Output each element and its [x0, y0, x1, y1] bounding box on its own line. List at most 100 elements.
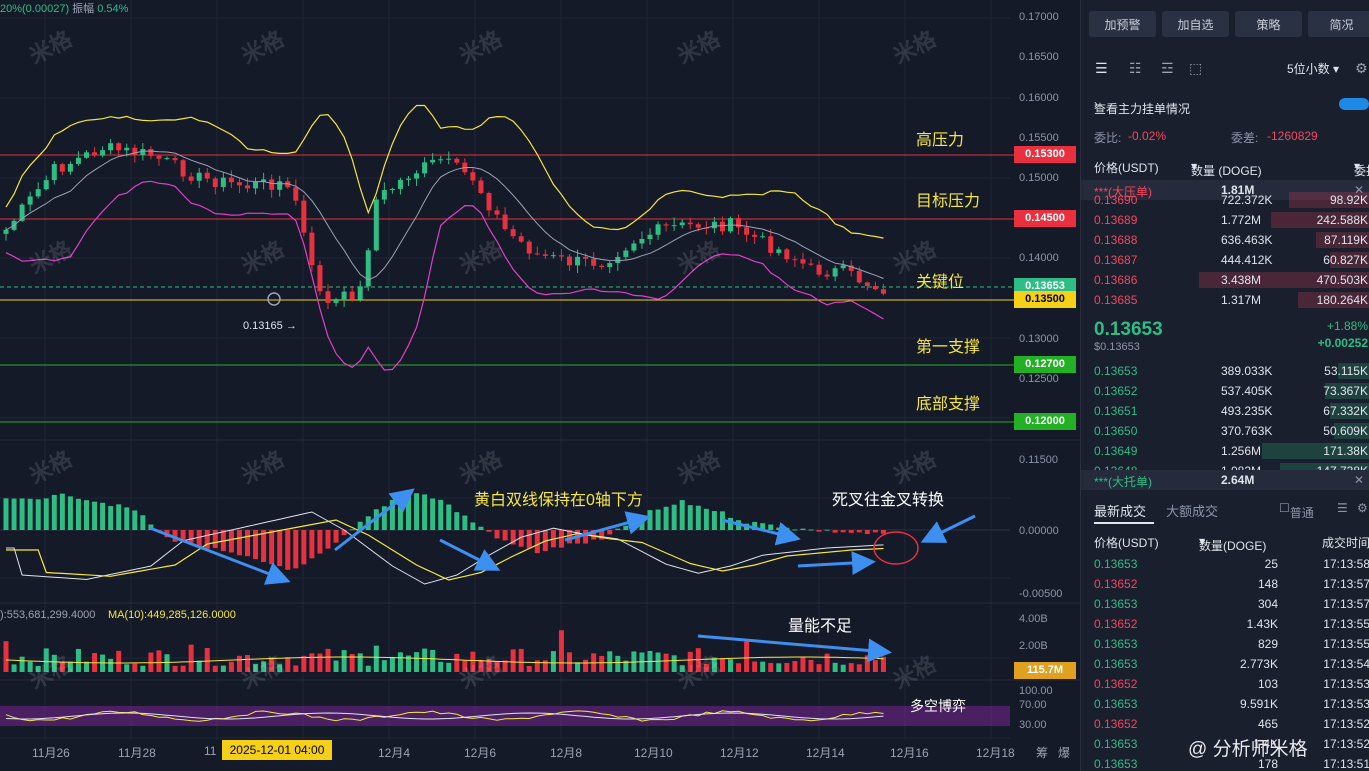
bid-row[interactable]: 0.13653 389.033K 53.115K — [1081, 361, 1369, 381]
volume-bar — [188, 644, 194, 672]
settings-icon[interactable]: ⚙ — [1355, 60, 1368, 76]
tab-latest-trades[interactable]: 最新成交 — [1094, 504, 1147, 519]
candle-body — [655, 224, 661, 235]
macd-histogram-bar — [647, 510, 653, 530]
price-axis-label: 0.16000 — [1019, 92, 1059, 104]
trade-qty: 25 — [1264, 557, 1278, 571]
normal-checkbox[interactable]: ☐ 普通 — [1279, 501, 1314, 520]
volume-bar — [293, 665, 299, 672]
bid-row[interactable]: 0.13650 370.763K 50.609K — [1081, 421, 1369, 441]
ask-row[interactable]: 0.13687 444.412K 60.827K — [1081, 250, 1369, 270]
macd-histogram-bar — [671, 504, 677, 530]
volume-bar — [776, 663, 782, 672]
expand-icon[interactable]: ⬚ — [1189, 60, 1203, 76]
macd-histogram-bar — [108, 506, 114, 530]
volume-bar — [663, 653, 669, 672]
low-mark: 0.13165 → — [243, 320, 297, 332]
candle-body — [333, 299, 339, 303]
bid-row[interactable]: 0.13651 493.235K 67.332K — [1081, 401, 1369, 421]
decimals-value: 5位小数 — [1287, 62, 1330, 76]
price-axis-label: 70.00 — [1019, 699, 1047, 711]
macd-histogram-bar — [824, 529, 830, 531]
macd-histogram-bar — [526, 530, 532, 549]
close-icon[interactable]: ✕ — [1353, 183, 1364, 197]
profile-button[interactable]: 简况 — [1308, 11, 1369, 37]
book-price: 0.13653 — [1094, 364, 1138, 378]
bid-row[interactable]: 0.13652 537.405K 73.367K — [1081, 381, 1369, 401]
candle-body — [172, 158, 178, 161]
volume-bar — [108, 658, 114, 672]
volume-bar — [655, 652, 661, 672]
ask-row[interactable]: 0.13689 1.772M 242.588K — [1081, 210, 1369, 230]
blue-arrow — [564, 511, 651, 542]
strategy-button[interactable]: 策略 — [1235, 11, 1302, 37]
amount-header[interactable]: 委托额 ▾ — [1354, 159, 1369, 178]
decimals-select[interactable]: 5位小数 ▾ — [1287, 62, 1340, 76]
date-axis-label: 12月18 — [976, 746, 1015, 760]
main-orders-row[interactable]: 查看主力挂单情况 › — [1081, 94, 1369, 116]
volume-bar — [792, 661, 798, 672]
oscillator-line — [5, 710, 884, 722]
order-book-sidebar: 加预警 加自选 策略 简况 ☰ ☷ ☲ ⬚ 5位小数 ▾ ⚙ 查看主力挂单情况 … — [1080, 0, 1369, 771]
volume-bar — [301, 655, 307, 672]
macd-histogram-bar — [397, 495, 403, 530]
close-icon[interactable]: ✕ — [1353, 473, 1364, 487]
volume-bar — [414, 652, 420, 672]
volume-bar — [542, 660, 548, 672]
settings-icon[interactable]: ⚙ — [1357, 501, 1368, 515]
candle-body — [663, 224, 669, 226]
candle-body — [317, 265, 323, 292]
macd-histogram-bar — [269, 530, 275, 565]
main-orders-toggle[interactable] — [1339, 98, 1369, 110]
depth-bar — [1262, 443, 1369, 459]
candlestick-chart[interactable] — [0, 0, 1080, 771]
book-price: 0.13689 — [1094, 213, 1138, 227]
bid-row[interactable]: 0.13649 1.256M 171.38K — [1081, 441, 1369, 461]
candle-body — [438, 159, 444, 161]
alert-button[interactable]: 加预警 — [1089, 11, 1156, 37]
trade-price: 0.13652 — [1094, 677, 1138, 691]
price-tag: 0.13653 — [1014, 278, 1076, 295]
book-amount: 87.119K — [1324, 233, 1368, 247]
macd-histogram-bar — [438, 499, 444, 530]
candle-body — [406, 178, 411, 180]
macd-histogram-bar — [711, 511, 717, 530]
macd-histogram-bar — [478, 526, 484, 530]
book-bids-icon[interactable]: ☷ — [1129, 60, 1142, 76]
candle-body — [848, 265, 854, 271]
volume-bar — [228, 661, 234, 672]
macd-note: 黄白双线保持在0轴下方 — [474, 492, 643, 509]
macd-histogram-bar — [245, 530, 250, 557]
candle-body — [301, 200, 307, 233]
volume-bar — [365, 665, 371, 672]
volume-bar — [430, 649, 436, 672]
candle-body — [623, 250, 629, 257]
qty-header[interactable]: 数量 (DOGE) ▾ — [1191, 159, 1262, 178]
book-asks-icon[interactable]: ☲ — [1161, 60, 1174, 76]
book-both-icon[interactable]: ☰ — [1095, 60, 1108, 76]
macd-histogram-bar — [406, 491, 411, 530]
volume-bar — [800, 657, 806, 672]
book-amount: 242.588K — [1316, 213, 1368, 227]
tab-large-trades[interactable]: 大额成交 — [1166, 504, 1219, 519]
filter-icon[interactable]: ☰ — [1337, 501, 1348, 515]
macd-histogram-bar — [800, 528, 806, 530]
ratio-label: 委比: — [1094, 131, 1122, 145]
candle-body — [204, 172, 210, 179]
trade-qty-header[interactable]: 数量(DOGE) ▾ — [1199, 534, 1267, 553]
volume-bar — [848, 663, 854, 672]
macd-histogram-bar — [832, 530, 838, 533]
ask-row[interactable]: 0.13690 722.372K 98.92K — [1081, 190, 1369, 210]
candle-body — [381, 190, 387, 200]
ask-row[interactable]: 0.13685 1.317M 180.264K — [1081, 290, 1369, 310]
candle-body — [220, 177, 226, 188]
volume-bar — [27, 661, 33, 672]
ask-row[interactable]: 0.13686 3.438M 470.503K — [1081, 270, 1369, 290]
ask-row[interactable]: 0.13688 636.463K 87.119K — [1081, 230, 1369, 250]
macd-histogram-bar — [816, 530, 822, 532]
macd-histogram-bar — [317, 530, 323, 554]
book-amount: 171.38K — [1323, 444, 1368, 458]
volume-bar — [784, 662, 790, 672]
watchlist-button[interactable]: 加自选 — [1162, 11, 1229, 37]
